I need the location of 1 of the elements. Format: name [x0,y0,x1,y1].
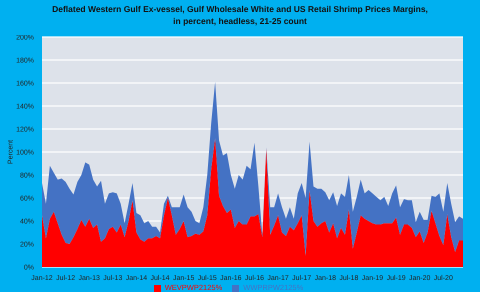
chart-title: Deflated Western Gulf Ex-vessel, Gulf Wholesale White and US Retail Shrimp Prices Margins, in percent, headless, 21-25 count [51,3,429,27]
